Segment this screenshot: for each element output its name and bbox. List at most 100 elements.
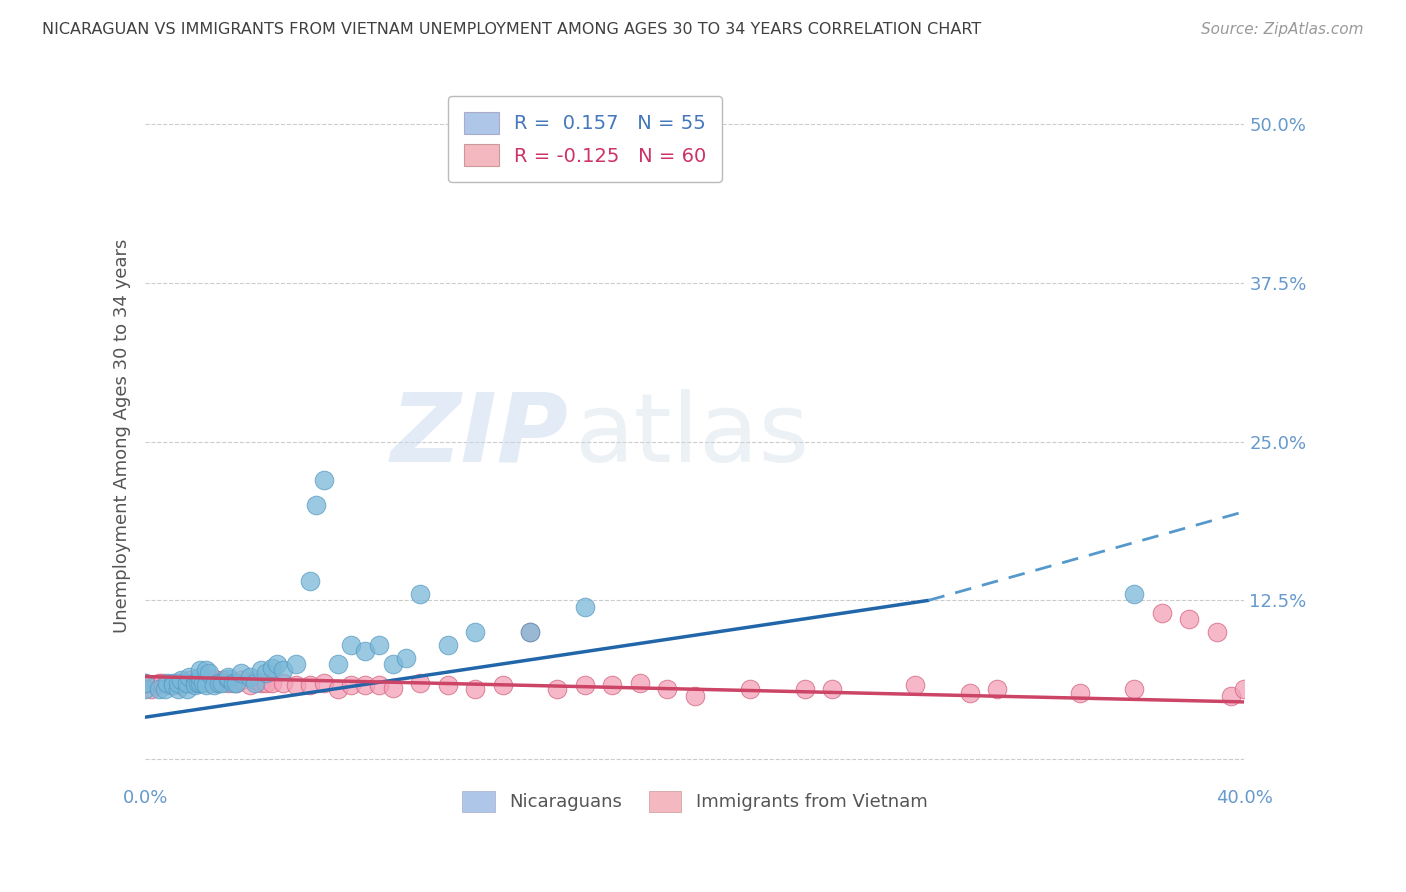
- Point: [156, 676, 179, 690]
- Point: [266, 657, 288, 671]
- Point: [354, 644, 377, 658]
- Point: [1178, 612, 1201, 626]
- Point: [491, 678, 513, 692]
- Point: [162, 676, 184, 690]
- Point: [150, 676, 173, 690]
- Point: [1123, 587, 1146, 601]
- Point: [254, 665, 277, 680]
- Point: [793, 682, 815, 697]
- Point: [231, 673, 253, 688]
- Point: [436, 638, 458, 652]
- Point: [239, 678, 262, 692]
- Point: [464, 682, 486, 697]
- Point: [217, 672, 239, 686]
- Point: [821, 682, 844, 697]
- Point: [285, 678, 308, 692]
- Point: [211, 676, 233, 690]
- Text: Source: ZipAtlas.com: Source: ZipAtlas.com: [1201, 22, 1364, 37]
- Point: [188, 676, 211, 690]
- Point: [1233, 682, 1256, 697]
- Point: [208, 676, 231, 690]
- Point: [299, 574, 322, 589]
- Point: [354, 678, 377, 692]
- Point: [156, 678, 179, 692]
- Point: [738, 682, 761, 697]
- Point: [184, 676, 207, 690]
- Point: [326, 657, 349, 671]
- Point: [205, 676, 228, 690]
- Point: [170, 678, 193, 692]
- Point: [222, 676, 245, 690]
- Point: [574, 678, 596, 692]
- Point: [186, 676, 208, 690]
- Point: [254, 676, 277, 690]
- Point: [170, 673, 193, 688]
- Point: [271, 663, 294, 677]
- Point: [134, 676, 156, 690]
- Point: [217, 676, 239, 690]
- Point: [1150, 606, 1173, 620]
- Point: [340, 638, 363, 652]
- Point: [249, 676, 271, 690]
- Point: [225, 676, 247, 690]
- Point: [519, 625, 541, 640]
- Point: [381, 657, 404, 671]
- Point: [340, 678, 363, 692]
- Point: [167, 676, 190, 690]
- Text: NICARAGUAN VS IMMIGRANTS FROM VIETNAM UNEMPLOYMENT AMONG AGES 30 TO 34 YEARS COR: NICARAGUAN VS IMMIGRANTS FROM VIETNAM UN…: [42, 22, 981, 37]
- Point: [409, 587, 432, 601]
- Point: [134, 676, 156, 690]
- Point: [162, 678, 184, 692]
- Point: [986, 682, 1008, 697]
- Point: [211, 673, 233, 688]
- Point: [179, 673, 201, 688]
- Y-axis label: Unemployment Among Ages 30 to 34 years: Unemployment Among Ages 30 to 34 years: [114, 238, 131, 632]
- Point: [1069, 686, 1091, 700]
- Point: [139, 682, 162, 697]
- Point: [202, 678, 225, 692]
- Point: [312, 676, 335, 690]
- Point: [162, 678, 184, 692]
- Point: [271, 676, 294, 690]
- Point: [683, 118, 706, 132]
- Point: [285, 657, 308, 671]
- Point: [683, 689, 706, 703]
- Point: [167, 682, 190, 697]
- Point: [194, 663, 217, 677]
- Point: [299, 678, 322, 692]
- Point: [188, 663, 211, 677]
- Point: [395, 650, 418, 665]
- Point: [546, 682, 568, 697]
- Point: [260, 660, 283, 674]
- Point: [179, 669, 201, 683]
- Point: [312, 473, 335, 487]
- Point: [657, 682, 679, 697]
- Point: [194, 678, 217, 692]
- Point: [145, 678, 167, 692]
- Point: [245, 676, 267, 690]
- Point: [245, 673, 267, 688]
- Text: ZIP: ZIP: [391, 389, 568, 482]
- Legend: Nicaraguans, Immigrants from Vietnam: Nicaraguans, Immigrants from Vietnam: [450, 778, 941, 824]
- Point: [191, 676, 214, 690]
- Point: [231, 665, 253, 680]
- Point: [628, 676, 651, 690]
- Point: [367, 638, 389, 652]
- Point: [188, 669, 211, 683]
- Point: [904, 678, 927, 692]
- Point: [148, 682, 170, 697]
- Point: [519, 625, 541, 640]
- Point: [436, 678, 458, 692]
- Point: [1219, 689, 1241, 703]
- Point: [249, 663, 271, 677]
- Point: [217, 669, 239, 683]
- Point: [1206, 625, 1229, 640]
- Point: [200, 676, 222, 690]
- Point: [134, 682, 156, 697]
- Point: [176, 676, 198, 690]
- Point: [194, 673, 217, 688]
- Point: [959, 686, 981, 700]
- Point: [602, 678, 624, 692]
- Point: [1123, 682, 1146, 697]
- Point: [381, 681, 404, 695]
